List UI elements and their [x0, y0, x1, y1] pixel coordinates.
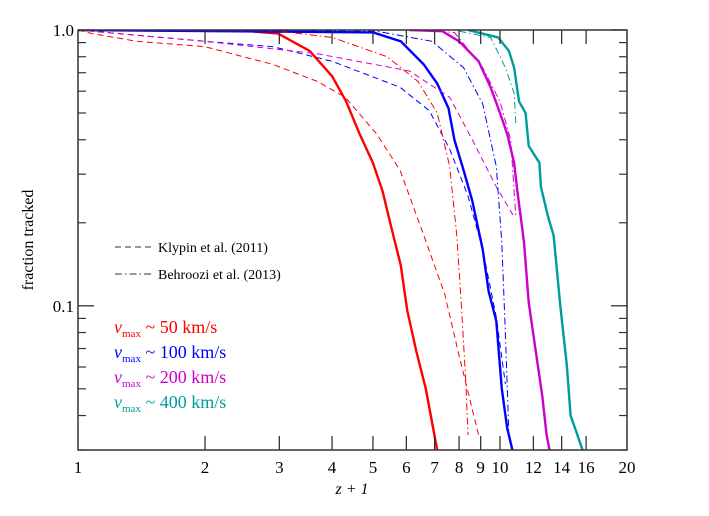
- legend-vmax-label: vmax ~ 50 km/s: [114, 317, 217, 340]
- y-tick-label: 0.1: [53, 297, 74, 316]
- x-tick-label: 8: [455, 458, 464, 477]
- legend-vmax-value: ~ 50 km/s: [141, 317, 217, 337]
- series-line-dashdot-200-km-s: [409, 30, 517, 217]
- legend-label-dashed: Klypin et al. (2011): [158, 241, 268, 256]
- series-line-dashed-200-km-s: [78, 30, 515, 218]
- y-axis-label: fraction tracked: [20, 190, 37, 291]
- legend-label-dashdot: Behroozi et al. (2013): [158, 268, 281, 283]
- legend: Klypin et al. (2011) Behroozi et al. (201…: [114, 241, 281, 415]
- legend-vmax-subscript: max: [122, 378, 141, 390]
- legend-vmax-label: vmax ~ 400 km/s: [114, 392, 226, 415]
- legend-vmax-subscript: max: [122, 403, 141, 415]
- series-line-dashed-50-km-s: [78, 30, 480, 436]
- legend-vmax-label: vmax ~ 100 km/s: [114, 342, 226, 365]
- series-line-dashdot-100-km-s: [78, 30, 510, 436]
- legend-vmax-value: ~ 400 km/s: [141, 392, 226, 412]
- series-line-solid-400-km-s: [467, 30, 584, 450]
- x-tick-label: 6: [402, 458, 411, 477]
- legend-vmax-label: vmax ~ 200 km/s: [114, 367, 226, 390]
- x-tick-label: 14: [553, 458, 571, 477]
- legend-vmax-subscript: max: [122, 328, 141, 340]
- series-line-dashdot-400-km-s: [459, 30, 517, 124]
- x-tick-label: 12: [525, 458, 542, 477]
- y-tick-label: 1.0: [53, 21, 74, 40]
- legend-vmax-value: ~ 200 km/s: [141, 367, 226, 387]
- series-line-dashdot-50-km-s: [78, 30, 469, 436]
- legend-vmax-symbol: v: [114, 367, 122, 387]
- x-tick-label: 7: [430, 458, 439, 477]
- legend-vmax-value: ~ 100 km/s: [141, 342, 226, 362]
- x-tick-label: 16: [578, 458, 595, 477]
- x-tick-label: 1: [74, 458, 83, 477]
- legend-vmax-symbol: v: [114, 342, 122, 362]
- x-tick-label: 5: [369, 458, 378, 477]
- legend-vmax-subscript: max: [122, 353, 141, 365]
- series-line-solid-50-km-s: [78, 30, 439, 450]
- x-tick-label: 3: [275, 458, 284, 477]
- x-tick-label: 2: [201, 458, 210, 477]
- plot-frame: [77, 29, 628, 451]
- x-axis-label: z + 1: [334, 481, 368, 498]
- legend-vmax-symbol: v: [114, 317, 122, 337]
- series-line-dashed-100-km-s: [78, 30, 506, 385]
- series-line-solid-100-km-s: [78, 30, 514, 450]
- legend-vmax-symbol: v: [114, 392, 122, 412]
- x-tick-label: 20: [619, 458, 636, 477]
- series-layer: [78, 30, 584, 450]
- axes-layer: 1 2 3 4 5 6 7 8 9 10 12 14 16 200.11.0: [53, 21, 636, 477]
- x-tick-label: 4: [328, 458, 337, 477]
- series-line-solid-200-km-s: [409, 30, 551, 450]
- x-tick-label: 9: [476, 458, 485, 477]
- x-tick-label: 10: [491, 458, 508, 477]
